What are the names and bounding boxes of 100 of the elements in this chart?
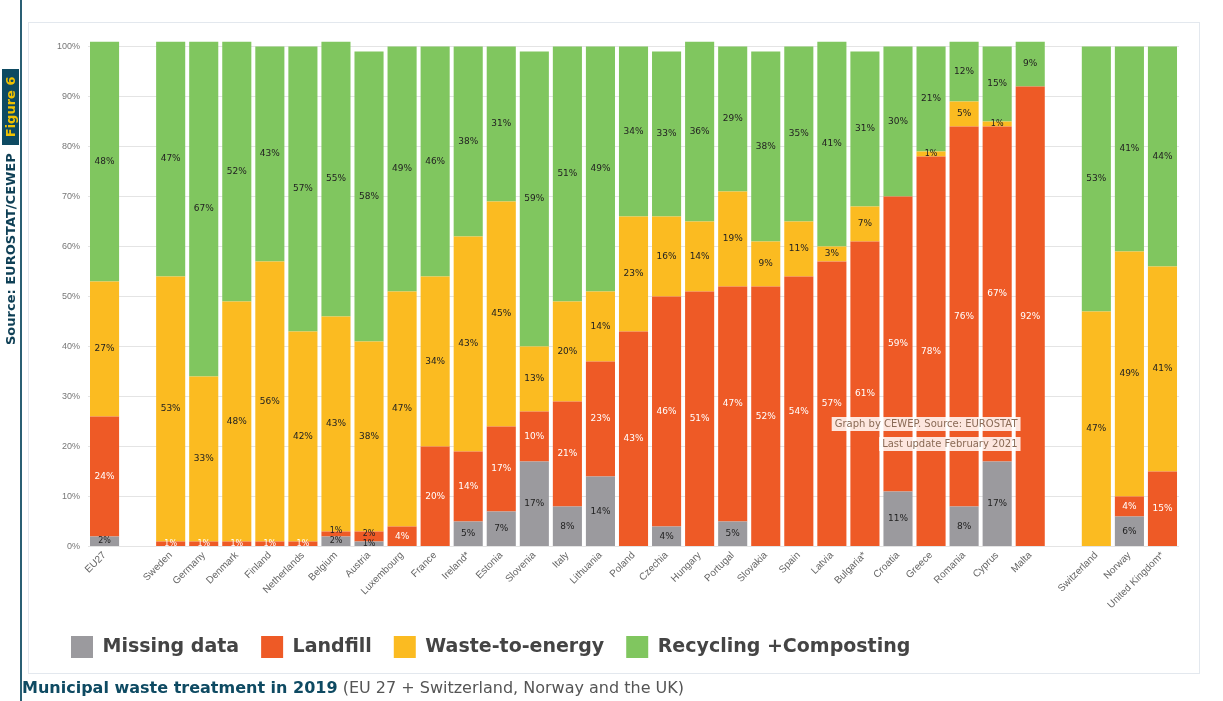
data-label: 36%	[689, 125, 711, 136]
bar	[552, 506, 582, 546]
bar	[585, 46, 615, 292]
data-label: 47%	[722, 398, 744, 409]
y-tick-label: 50%	[62, 290, 81, 301]
data-label: 59%	[524, 193, 545, 204]
bar	[1147, 471, 1178, 546]
bar	[652, 296, 682, 527]
bar	[420, 276, 450, 447]
data-label: 17%	[491, 463, 512, 474]
data-label: 43%	[325, 418, 347, 429]
data-label: 4%	[394, 530, 410, 541]
caption: Figure 6	[2, 68, 19, 146]
data-label: 43%	[259, 148, 281, 159]
data-label: 34%	[425, 355, 446, 366]
data-label: 5%	[461, 528, 476, 539]
bar	[982, 461, 1012, 546]
bar	[718, 286, 748, 522]
data-label: 41%	[1119, 143, 1140, 154]
bar	[1114, 46, 1144, 252]
data-label: 7%	[857, 218, 873, 229]
data-label: 44%	[1152, 150, 1173, 161]
bar	[751, 241, 781, 287]
y-tick-label: 70%	[62, 190, 81, 201]
annotation: Graph by CEWEP. Source: EUROSTAT	[834, 417, 1019, 429]
data-label: 46%	[656, 405, 678, 416]
bar	[90, 41, 120, 282]
y-tick-label: 100%	[56, 40, 81, 51]
data-label: 3%	[824, 248, 840, 259]
data-label: 58%	[359, 190, 380, 201]
y-tick-label: 80%	[62, 140, 81, 151]
bar	[850, 206, 880, 242]
data-label: 14%	[689, 250, 711, 261]
bar	[784, 46, 814, 222]
data-label: 55%	[325, 173, 347, 184]
bar	[817, 41, 847, 247]
bar	[949, 41, 979, 102]
bar	[519, 411, 549, 462]
data-label: 41%	[1152, 363, 1173, 374]
data-label: 38%	[458, 135, 479, 146]
data-label: 57%	[821, 398, 843, 409]
legend-label: Recycling +Composting	[657, 633, 911, 656]
data-label: 2%	[329, 536, 343, 546]
legend-label: Missing data	[102, 633, 240, 656]
data-label: 8%	[560, 520, 575, 531]
data-label: 23%	[590, 413, 611, 424]
data-label: 47%	[1086, 423, 1107, 434]
data-label: 1%	[924, 148, 938, 158]
bar	[453, 236, 483, 452]
data-label: 1%	[230, 538, 244, 548]
data-label: 24%	[94, 470, 115, 481]
data-label: 78%	[921, 345, 942, 356]
data-label: 2%	[98, 536, 112, 546]
y-tick-label: 0%	[67, 540, 81, 551]
data-label: 5%	[956, 108, 972, 119]
data-label: 12%	[954, 65, 975, 76]
bar	[552, 401, 582, 507]
data-label: 45%	[491, 308, 512, 319]
data-label: 4%	[659, 530, 675, 541]
legend-label: Landfill	[292, 633, 372, 656]
data-label: 2%	[362, 528, 376, 538]
data-label: 31%	[854, 123, 876, 134]
data-label: 31%	[491, 118, 512, 129]
data-label: 14%	[590, 505, 611, 516]
data-label: 17%	[987, 498, 1008, 509]
bar	[883, 491, 913, 546]
bar	[552, 301, 582, 402]
bar	[486, 511, 516, 546]
bar	[519, 346, 549, 412]
data-label: 29%	[722, 113, 744, 124]
bar	[718, 521, 748, 546]
bar	[519, 461, 549, 546]
annotation: Last update February 2021	[882, 437, 1018, 449]
data-label: 1%	[164, 538, 178, 548]
data-label: 52%	[226, 165, 248, 176]
bar	[784, 221, 814, 277]
data-label: 20%	[557, 345, 578, 356]
bar	[718, 46, 748, 192]
bar	[453, 521, 483, 546]
bar	[685, 41, 715, 222]
data-label: 67%	[193, 203, 215, 214]
x-tick-label: Italy	[550, 549, 571, 571]
bar	[288, 46, 318, 332]
data-label: 4%	[1122, 500, 1137, 511]
data-label: 19%	[722, 233, 744, 244]
data-label: 48%	[226, 415, 248, 426]
data-label: 43%	[623, 433, 644, 444]
data-label: 67%	[987, 288, 1008, 299]
bar	[552, 46, 582, 302]
y-tick-label: 60%	[62, 240, 81, 251]
data-label: 51%	[689, 413, 711, 424]
bar	[618, 46, 649, 217]
bar	[652, 526, 682, 546]
data-label: 47%	[160, 153, 182, 164]
data-label: 17%	[524, 498, 545, 509]
bar	[420, 446, 450, 546]
data-label: 49%	[1119, 368, 1140, 379]
bar	[718, 191, 748, 287]
bar	[1147, 46, 1178, 267]
bar	[652, 216, 682, 297]
